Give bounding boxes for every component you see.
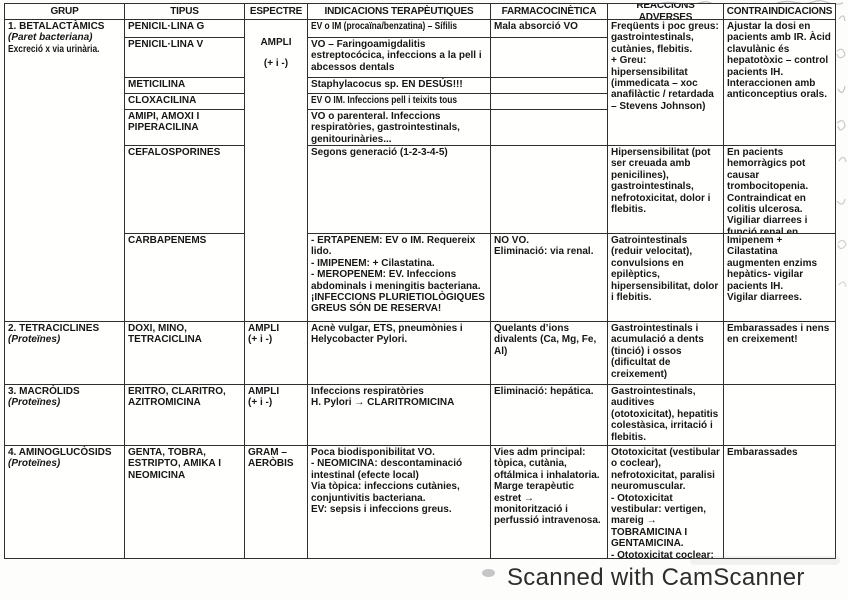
cell-tipus: PENICIL·LINA G PENICIL·LINA V METICILINA… (125, 20, 245, 321)
cell-grup: 3. MACRÒLIDS (Proteïnes) (5, 385, 125, 445)
row-aminoglucosids: 4. AMINOGLUCÒSIDS (Proteïnes) GENTA, TOB… (5, 446, 835, 558)
scan-speck (482, 569, 495, 577)
subcell-indicacio: Segons generació (1-2-3-4-5) (308, 146, 490, 234)
subcell-reaccions: Gatrointestinals (reduir velocitat), con… (611, 235, 719, 303)
subcell-cefalosporines: CEFALOSPORINES (125, 146, 244, 234)
subcell-penicilina-g: PENICIL·LINA G (125, 20, 244, 38)
cell-farmacocinetica: Eliminació: hepática. (491, 385, 608, 445)
cell-tipus: DOXI, MINO, TETRACICLINA (125, 322, 245, 384)
subcell-cloxacilina: CLOXACILINA (125, 94, 244, 110)
column-header-tipus: TIPUS (125, 4, 245, 19)
subcell-indicacio: Staphylacocus sp. EN DESÚS!!! (308, 78, 490, 94)
camscanner-watermark: Scanned with CamScanner (507, 564, 805, 591)
cell-grup: 4. AMINOGLUCÒSIDS (Proteïnes) (5, 446, 125, 558)
group-note: Excreció x via urinària. (8, 43, 100, 55)
column-header-reaccions-adverses: REACCIONS ADVERSES (608, 4, 724, 19)
subcell-reaccions: Hipersensibilitat (pot ser creuada amb p… (608, 146, 723, 234)
espectre-line2: (+ i -) (248, 334, 273, 346)
cell-reaccions-adverses: Gastrointestinals i acumulació a dents (… (608, 322, 724, 384)
cell-indicacions: EV o IM (procaïna/benzatina) – Sífilis V… (308, 20, 491, 321)
antibiotics-table: GRUP TIPUS ESPECTRE INDICACIONS TERAPÈUT… (4, 3, 836, 559)
subcell-farmacocinetica: NO VO. Eliminació: via renal. (494, 235, 594, 258)
column-header-farmacocinetica: FARMACOCINÈTICA (491, 4, 608, 19)
cell-grup: 2. TETRACICLINES (Proteïnes) (5, 322, 125, 384)
group-title: 4. AMINOGLUCÒSIDS (8, 447, 112, 458)
cell-reaccions-adverses: Ototoxicitat (vestibular o coclear), nef… (608, 446, 724, 558)
subcell-indicacio: EV O IM. Infeccions pell i teixits tous (311, 95, 458, 106)
cell-grup: 1. BETALACTÀMICS (Paret bacteriana) Excr… (5, 20, 125, 321)
cell-indicacions: Poca biodisponibilitat VO. - NEOMICINA: … (308, 446, 491, 558)
espectre-line1: AMPLI (248, 386, 280, 397)
column-header-indicacions: INDICACIONS TERAPÈUTIQUES (308, 4, 491, 19)
cell-indicacions: Acnè vulgar, ETS, pneumònies i Helycobac… (308, 322, 491, 384)
cell-tipus: GENTA, TOBRA, ESTRIPTO, AMIKA I NEOMICIN… (125, 446, 245, 558)
subcell-contraindicacions: Ajustar la dosi en pacients amb IR. Àcid… (724, 20, 835, 146)
subcell-indicacio: - ERTAPENEM: EV o IM. Requereix lido. - … (311, 235, 485, 315)
subcell-carbapenems: CARBAPENEMS (128, 235, 207, 246)
subcell-empty (491, 94, 607, 110)
cell-espectre: AMPLI (+ i -) (245, 385, 308, 445)
cell-farmacocinetica: Mala absorció VO NO VO. Eliminació: via … (491, 20, 608, 321)
group-title: 1. BETALACTÀMICS (8, 21, 105, 32)
cell-reaccions-adverses: Gastrointestinals, auditives (ototoxicit… (608, 385, 724, 445)
subcell-indicacio: VO – Faringoamigdalitis estreptocócica, … (308, 38, 490, 78)
group-subtitle: (Proteïnes) (8, 397, 61, 409)
cell-reaccions-adverses: Freqüents i poc greus: gastrointestinals… (608, 20, 724, 321)
cell-espectre: AMPLI (+ i -) (245, 322, 308, 384)
subcell-indicacio: VO o parenteral. Infeccions respiratòrie… (308, 110, 490, 146)
cell-contraindicacions: Embarassades i nens en creixement! (727, 323, 830, 346)
row-macrolids: 3. MACRÒLIDS (Proteïnes) ERITRO, CLARITR… (5, 385, 835, 446)
cell-espectre: GRAM – AERÒBIS (245, 446, 308, 558)
cell-indicacions: Infeccions respiratòries H. Pylori → CLA… (308, 385, 491, 445)
table-header-row: GRUP TIPUS ESPECTRE INDICACIONS TERAPÈUT… (5, 4, 835, 20)
cell-tipus: ERITRO, CLARITRO, AZITROMICINA (125, 385, 245, 445)
column-header-grup: GRUP (5, 4, 125, 19)
subcell-empty (491, 78, 607, 94)
subcell-contraindicacions: Imipenem + Cilastatina augmenten enzims … (727, 235, 818, 303)
group-title: 2. TETRACICLINES (8, 323, 100, 334)
espectre-line2: AERÒBIS (248, 458, 294, 470)
cell-contraindicacions (724, 385, 835, 445)
subcell-indicacio: EV o IM (procaïna/benzatina) – Sífilis (311, 21, 458, 32)
espectre-line1: GRAM – (248, 447, 287, 458)
espectre-line2: (+ i -) (263, 58, 289, 70)
cell-contraindicacions: Ajustar la dosi en pacients amb IR. Àcid… (724, 20, 835, 321)
espectre-line1: AMPLI (248, 323, 280, 334)
cell-farmacocinetica: Quelants d’ions divalents (Ca, Mg, Fe, A… (491, 322, 608, 384)
handwriting-marks-right (836, 15, 847, 288)
subcell-empty (491, 146, 607, 234)
group-subtitle: (Proteïnes) (8, 334, 61, 346)
espectre-line2: (+ i -) (248, 397, 273, 409)
group-title: 3. MACRÒLIDS (8, 386, 80, 397)
espectre-line1: AMPLI (260, 37, 292, 48)
group-subtitle: (Paret bacteriana) (8, 32, 93, 44)
row-betalactamics: 1. BETALACTÀMICS (Paret bacteriana) Excr… (5, 20, 835, 322)
scan-smudge (690, 556, 840, 565)
cell-contraindicacions: Embarassades (727, 447, 798, 458)
column-header-contraindicacions: CONTRAINDICACIONS (726, 5, 833, 17)
subcell-farmacocinetica: Mala absorció VO (491, 20, 607, 38)
group-subtitle: (Proteïnes) (8, 458, 61, 470)
subcell-meticilina: METICILINA (125, 78, 244, 94)
row-tetraciclines: 2. TETRACICLINES (Proteïnes) DOXI, MINO,… (5, 322, 835, 385)
cell-espectre: AMPLI (+ i -) (245, 20, 308, 321)
subcell-empty (491, 38, 607, 78)
subcell-penicilina-v: PENICIL·LINA V (125, 38, 244, 78)
cell-farmacocinetica: Vies adm principal: tòpica, cutània, oft… (491, 446, 608, 558)
subcell-contraindicacions: En pacients hemorràgics pot causar tromb… (724, 146, 835, 234)
subcell-empty (491, 110, 607, 146)
subcell-amipi-amoxi-piperacilina: AMIPI, AMOXI I PIPERACILINA (125, 110, 244, 146)
column-header-espectre: ESPECTRE (245, 4, 308, 19)
subcell-reaccions: Freqüents i poc greus: gastrointestinals… (608, 20, 723, 146)
